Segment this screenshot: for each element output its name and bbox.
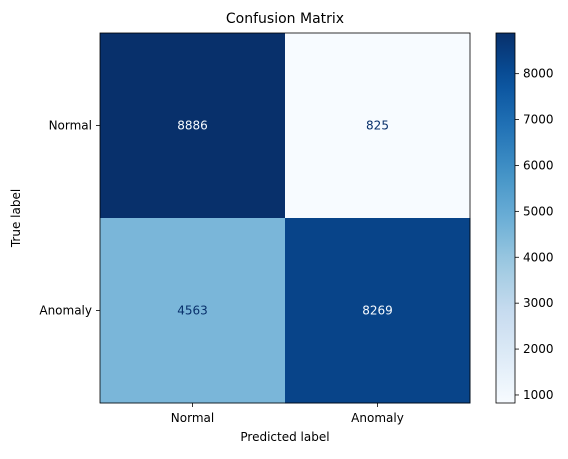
y-tick-label: Normal — [49, 119, 92, 133]
heatmap-cell — [285, 218, 471, 404]
colorbar-tick-label: 4000 — [523, 250, 554, 264]
colorbar — [495, 32, 516, 404]
colorbar-tick-label: 7000 — [523, 113, 554, 127]
colorbar-ticks: 1000 2000 3000 4000 5000 6000 7000 8000 — [515, 67, 554, 402]
cell-value-label: 825 — [366, 119, 389, 133]
chart-title: Confusion Matrix — [226, 11, 344, 27]
y-tick-label: Anomaly — [39, 304, 92, 318]
heatmap-cells — [100, 33, 471, 404]
y-axis-label: True label — [9, 189, 23, 248]
x-axis-label: Predicted label — [240, 430, 329, 444]
cell-value-label: 8886 — [177, 119, 208, 133]
colorbar-tick-label: 6000 — [523, 158, 554, 172]
y-axis-ticks: Normal Anomaly — [39, 119, 100, 318]
colorbar-tick-label: 1000 — [523, 388, 554, 402]
colorbar-tick-label: 2000 — [523, 342, 554, 356]
colorbar-tick-label: 3000 — [523, 296, 554, 310]
heatmap-cell — [100, 33, 286, 219]
heatmap-cell-labels: 8886 825 4563 8269 — [177, 119, 393, 318]
x-tick-label: Anomaly — [351, 411, 404, 425]
colorbar-tick-label: 5000 — [523, 204, 554, 218]
cell-value-label: 4563 — [177, 304, 208, 318]
plot-frame — [99, 32, 471, 404]
heatmap-cell — [100, 218, 286, 404]
x-axis-ticks: Normal Anomaly — [171, 403, 404, 425]
cell-value-label: 8269 — [362, 304, 393, 318]
x-tick-label: Normal — [171, 411, 214, 425]
colorbar-tick-label: 8000 — [523, 67, 554, 81]
heatmap-cell — [285, 33, 471, 219]
